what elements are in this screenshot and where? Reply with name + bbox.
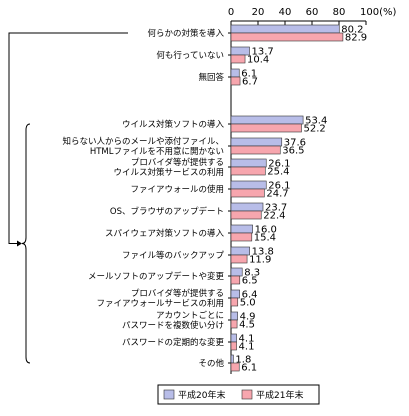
category-label: 知らない人からのメールや添付ファイル、 [62, 136, 224, 147]
data-label: 4.9 [240, 312, 256, 323]
data-label: 1.8 [235, 355, 251, 366]
bracket-connector [8, 32, 128, 244]
data-label: 11.9 [249, 255, 271, 266]
bar [230, 319, 238, 329]
legend-label: 平成21年末 [256, 389, 303, 401]
category-label: パスワードを複数使い分け [122, 320, 224, 331]
data-label: 6.4 [242, 290, 258, 301]
bar [230, 115, 304, 125]
legend: 平成20年末 平成21年末 [157, 384, 320, 405]
bar [230, 158, 267, 168]
category-label: その他 [198, 358, 224, 369]
bar [230, 246, 250, 256]
bar [230, 123, 302, 133]
category-label: プロバイダ等が提供する [131, 157, 224, 168]
bar [230, 76, 241, 86]
data-label: 13.8 [252, 247, 274, 258]
data-label: 13.7 [251, 47, 273, 58]
bar [230, 333, 237, 343]
data-label: 4.1 [239, 342, 255, 353]
data-label: 37.6 [284, 138, 306, 149]
x-tick-label: 100(%) [360, 7, 396, 18]
data-label: 26.1 [268, 159, 290, 170]
category-label: 何らかの対策を導入 [147, 28, 224, 39]
legend-label: 平成20年末 [178, 389, 225, 401]
category-label: ファイアウォールサービスの利用 [96, 298, 224, 309]
data-label: 52.2 [303, 124, 325, 135]
data-label: 53.4 [305, 116, 327, 127]
curly-brace [21, 123, 31, 364]
category-label: OS、ブラウザのアップデート [110, 206, 224, 217]
bar [230, 275, 241, 285]
bar [230, 362, 240, 372]
bar [230, 232, 253, 242]
category-label: HTMLファイルを不用意に開かない [90, 146, 224, 157]
data-label: 15.4 [254, 233, 276, 244]
bar [230, 137, 283, 147]
data-label: 4.1 [239, 334, 255, 345]
x-tick-label: 80 [333, 7, 346, 18]
bar [230, 210, 262, 220]
bar [230, 202, 264, 212]
bar [230, 54, 246, 64]
category-label: ウイルス対策ソフトの導入 [122, 119, 225, 130]
x-tick-label: 20 [252, 7, 265, 18]
text-layer: 0 20 40 60 80 100(%)80.282.913.710.46.16.753.… [62, 7, 396, 374]
data-label: 23.7 [265, 203, 287, 214]
data-label: 36.5 [282, 146, 304, 157]
data-label: 80.2 [341, 25, 363, 36]
bar [230, 24, 340, 34]
data-label: 6.1 [241, 69, 257, 80]
category-label: ウイルス対策サービスの利用 [113, 167, 224, 178]
bar [230, 341, 237, 351]
x-tick-label: 60 [306, 7, 319, 18]
data-label: 26.1 [268, 181, 290, 192]
data-label: 16.0 [255, 225, 277, 236]
category-label: ファイル等のバックアップ [122, 250, 225, 261]
data-label: 6.5 [242, 276, 258, 287]
bar [230, 311, 238, 321]
x-tick-label: 40 [279, 7, 292, 18]
bar [230, 166, 266, 176]
data-label: 6.1 [241, 363, 257, 374]
category-label: メールソフトのアップデートや変更 [88, 271, 225, 282]
bar [230, 68, 240, 78]
legend-swatch [163, 389, 175, 400]
bar [230, 254, 248, 264]
bar [230, 188, 265, 198]
bar [230, 267, 243, 277]
data-label: 22.4 [263, 211, 285, 222]
data-label: 5.0 [240, 298, 256, 309]
data-label: 82.9 [345, 33, 367, 44]
category-label: パスワードの定期的な変更 [122, 337, 225, 348]
data-label: 10.4 [247, 55, 269, 66]
bar [230, 224, 253, 234]
category-label: 無回答 [198, 72, 224, 83]
data-label: 24.7 [266, 189, 288, 200]
bracket-layer [8, 32, 128, 364]
category-label: プロバイダ等が提供する [131, 288, 224, 299]
bar [230, 297, 239, 307]
bar [230, 180, 267, 190]
bar [230, 145, 281, 155]
legend-swatch [241, 389, 253, 400]
category-label: 何も行っていない [156, 50, 224, 61]
category-label: スパイウェア対策ソフトの導入 [105, 228, 225, 239]
bar [230, 32, 344, 42]
bracket-arrow-icon [17, 240, 22, 247]
bars-layer [230, 24, 344, 372]
bar [230, 354, 234, 364]
data-label: 8.3 [244, 268, 260, 279]
legend-box [157, 384, 320, 405]
data-label: 4.5 [239, 320, 255, 331]
x-tick-label: 0 [228, 7, 234, 18]
data-label: 25.4 [267, 167, 289, 178]
data-label: 6.7 [242, 77, 258, 88]
category-label: ファイアウォールの使用 [130, 184, 224, 195]
category-label: アカウントごとに [156, 310, 224, 321]
bar [230, 289, 240, 299]
